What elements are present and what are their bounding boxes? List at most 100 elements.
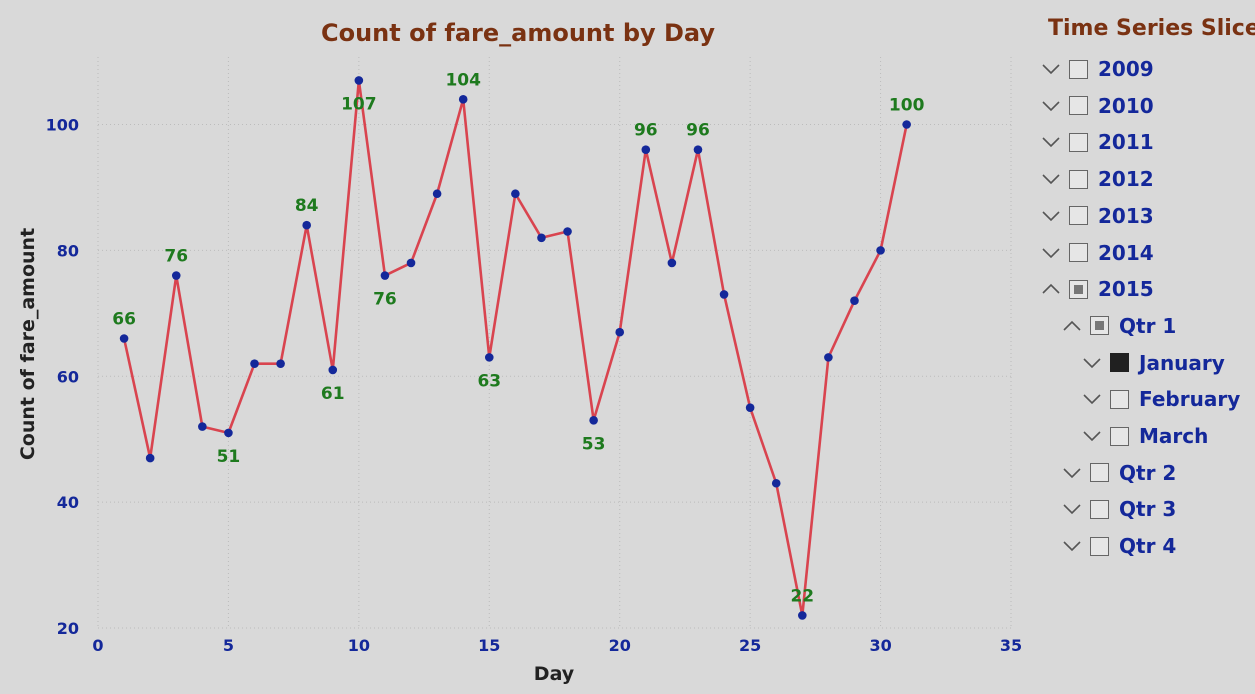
chevron-down-icon[interactable] <box>1082 426 1102 446</box>
chevron-down-icon[interactable] <box>1082 353 1102 373</box>
data-point <box>511 189 520 199</box>
chevron-down-icon[interactable] <box>1041 206 1061 226</box>
slicer-checkbox[interactable] <box>1069 279 1088 299</box>
slicer-item[interactable]: Qtr 3 <box>1062 494 1176 524</box>
chevron-up-icon[interactable] <box>1041 279 1061 299</box>
data-point <box>380 271 390 280</box>
data-point <box>589 416 598 425</box>
data-point <box>641 145 651 154</box>
slicer-item-label: Qtr 2 <box>1119 460 1177 485</box>
chevron-down-icon[interactable] <box>1062 463 1082 483</box>
x-tick-label: 30 <box>869 636 891 655</box>
slicer-checkbox[interactable] <box>1069 243 1088 262</box>
slicer-item[interactable]: 2011 <box>1041 127 1154 157</box>
data-label: 66 <box>112 309 136 329</box>
data-label: 107 <box>341 94 377 114</box>
data-point <box>354 76 364 85</box>
data-point <box>693 145 703 154</box>
chevron-down-icon[interactable] <box>1041 96 1061 116</box>
time-series-slicer: Time Series Slicer 2009 2010 2011 2012 2013 2… <box>1036 14 1255 614</box>
data-point <box>432 189 442 199</box>
slicer-title: Time Series Slicer <box>1048 16 1255 41</box>
data-label: 104 <box>445 70 481 90</box>
data-point <box>537 233 546 243</box>
slicer-checkbox[interactable] <box>1110 353 1129 373</box>
slicer-item-label: Qtr 3 <box>1119 497 1177 522</box>
slicer-item-label: 2011 <box>1098 130 1154 155</box>
slicer-checkbox[interactable] <box>1090 463 1109 483</box>
data-point <box>224 428 233 438</box>
chevron-down-icon[interactable] <box>1082 389 1102 409</box>
slicer-item-label: Qtr 1 <box>1119 313 1177 338</box>
data-point <box>458 95 468 104</box>
slicer-item[interactable]: Qtr 4 <box>1062 531 1176 561</box>
y-tick-label: 40 <box>57 493 79 512</box>
data-point <box>484 353 494 362</box>
slicer-item[interactable]: 2013 <box>1041 201 1154 231</box>
slicer-checkbox[interactable] <box>1069 59 1088 79</box>
slicer-item-label: 2013 <box>1098 203 1154 228</box>
slicer-item[interactable]: February <box>1082 384 1240 414</box>
slicer-checkbox[interactable] <box>1110 426 1129 446</box>
slicer-checkbox[interactable] <box>1069 169 1088 189</box>
data-point <box>145 453 155 463</box>
x-tick-label: 25 <box>739 636 761 655</box>
slicer-item-label: Qtr 4 <box>1119 534 1177 559</box>
data-label: 63 <box>477 371 501 391</box>
slicer-item[interactable]: Qtr 2 <box>1062 458 1176 488</box>
chevron-down-icon[interactable] <box>1041 169 1061 189</box>
data-label: 76 <box>164 247 188 267</box>
data-label: 61 <box>321 384 345 404</box>
chevron-down-icon[interactable] <box>1041 243 1061 263</box>
series-line <box>122 79 908 617</box>
data-point <box>328 365 338 375</box>
data-label: 22 <box>790 586 814 606</box>
data-point <box>250 359 259 368</box>
data-point <box>902 120 911 129</box>
slicer-checkbox[interactable] <box>1110 389 1129 409</box>
slicer-item-label: March <box>1139 424 1209 448</box>
slicer-item[interactable]: 2015 <box>1041 274 1154 304</box>
x-axis-title: Day <box>534 663 575 685</box>
slicer-item[interactable]: March <box>1082 421 1208 451</box>
data-point <box>850 296 859 306</box>
y-axis-title: Count of fare_amount <box>17 228 39 460</box>
slicer-item-label: February <box>1139 387 1241 412</box>
x-tick-label: 35 <box>1000 636 1022 655</box>
chevron-down-icon[interactable] <box>1062 536 1082 556</box>
x-tick-label: 20 <box>609 636 631 655</box>
data-point <box>563 227 572 236</box>
chevron-up-icon[interactable] <box>1062 316 1082 336</box>
slicer-item[interactable]: 2014 <box>1041 238 1154 268</box>
slicer-item[interactable]: 2010 <box>1041 91 1154 121</box>
data-point <box>824 353 833 362</box>
data-label: 96 <box>686 121 710 141</box>
slicer-item-label: January <box>1139 350 1225 375</box>
slicer-item-label: 2015 <box>1098 277 1154 302</box>
slicer-item[interactable]: January <box>1082 348 1225 378</box>
x-tick-label: 5 <box>223 636 234 655</box>
slicer-checkbox[interactable] <box>1090 499 1109 519</box>
x-tick-label: 10 <box>348 636 370 655</box>
data-point <box>171 271 181 280</box>
y-tick-label: 60 <box>57 367 79 386</box>
line-chart: Count of fare_amount by Day 20 40 60 80 100 0 5… <box>17 19 1022 685</box>
slicer-checkbox[interactable] <box>1090 316 1109 336</box>
slicer-item-label: 2014 <box>1098 240 1154 265</box>
chevron-down-icon[interactable] <box>1041 132 1061 152</box>
chevron-down-icon[interactable] <box>1062 499 1082 519</box>
slicer-item[interactable]: Qtr 1 <box>1062 311 1176 341</box>
slicer-item[interactable]: 2009 <box>1041 54 1154 84</box>
slicer-checkbox[interactable] <box>1090 536 1109 556</box>
slicer-checkbox[interactable] <box>1069 206 1088 226</box>
slicer-checkbox[interactable] <box>1069 132 1088 152</box>
slicer-item-label: 2012 <box>1098 167 1154 192</box>
slicer-checkbox[interactable] <box>1069 96 1088 116</box>
chart-title: Count of fare_amount by Day <box>321 19 715 47</box>
chevron-down-icon[interactable] <box>1041 59 1061 79</box>
y-tick-label: 80 <box>57 241 79 260</box>
slicer-item[interactable]: 2012 <box>1041 164 1154 194</box>
data-point <box>302 220 311 230</box>
data-point <box>798 611 807 620</box>
data-label: 53 <box>582 434 606 454</box>
